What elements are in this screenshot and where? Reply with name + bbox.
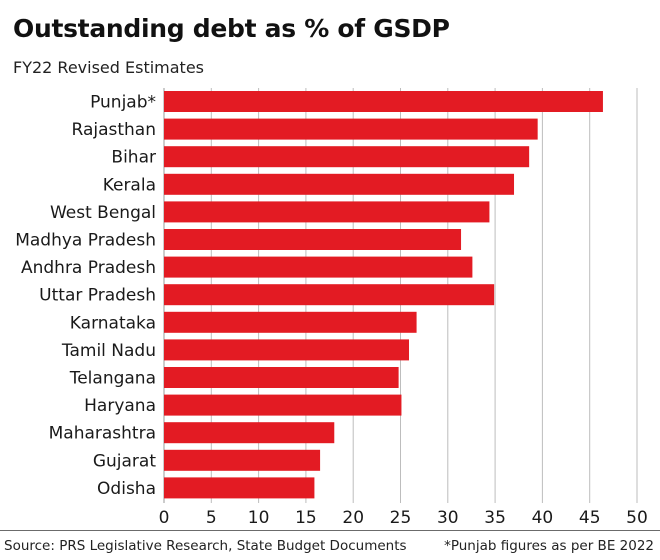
category-label: Tamil Nadu <box>61 341 156 361</box>
footer-divider <box>0 530 660 531</box>
category-label: Uttar Pradesh <box>39 286 156 306</box>
chart-subtitle: FY22 Revised Estimates <box>13 58 205 77</box>
x-tick-label: 35 <box>484 508 506 528</box>
x-tick-label: 25 <box>390 508 412 528</box>
bar <box>164 311 417 333</box>
footnote: *Punjab figures as per BE 2022 <box>444 538 654 554</box>
bar <box>164 422 335 444</box>
x-tick-label: 15 <box>295 508 317 528</box>
x-axis-ticks: 0 5 10 15 20 25 30 35 40 45 50 <box>159 508 648 528</box>
bar <box>164 449 321 471</box>
bars <box>164 91 603 499</box>
bar <box>164 367 399 388</box>
x-tick-label: 10 <box>248 508 270 528</box>
bar <box>164 477 315 499</box>
bar <box>164 91 603 112</box>
bar <box>164 229 462 250</box>
x-tick-label: 50 <box>626 508 648 528</box>
bar <box>164 173 515 195</box>
bar <box>164 146 530 168</box>
x-tick-label: 0 <box>159 508 170 528</box>
category-label: Punjab* <box>90 93 156 113</box>
category-label: Odisha <box>97 479 156 499</box>
x-tick-label: 40 <box>532 508 554 528</box>
bar-chart: Punjab* Rajasthan Bihar Kerala West Bengal Ma… <box>15 88 648 528</box>
category-label: Bihar <box>111 148 156 168</box>
x-tick-label: 45 <box>579 508 601 528</box>
category-label: Rajasthan <box>72 120 157 140</box>
category-labels: Punjab* Rajasthan Bihar Kerala West Bengal Ma… <box>15 93 156 499</box>
x-tick-label: 5 <box>206 508 217 528</box>
category-label: Telangana <box>69 369 156 389</box>
bar <box>164 394 402 416</box>
x-tick-label: 20 <box>342 508 364 528</box>
bar <box>164 201 490 223</box>
category-label: Madhya Pradesh <box>15 231 156 251</box>
bar <box>164 339 410 361</box>
bar <box>164 118 538 140</box>
category-label: Maharashtra <box>49 424 156 444</box>
bar <box>164 284 495 306</box>
bar <box>164 256 473 278</box>
chart-title: Outstanding debt as % of GSDP <box>13 14 450 43</box>
category-label: Kerala <box>103 175 156 195</box>
category-label: Haryana <box>84 396 156 416</box>
category-label: West Bengal <box>50 203 156 223</box>
category-label: Andhra Pradesh <box>21 258 156 278</box>
category-label: Gujarat <box>93 451 156 471</box>
source-note: Source: PRS Legislative Research, State … <box>4 538 407 554</box>
x-tick-label: 30 <box>437 508 459 528</box>
category-label: Karnataka <box>70 313 156 333</box>
